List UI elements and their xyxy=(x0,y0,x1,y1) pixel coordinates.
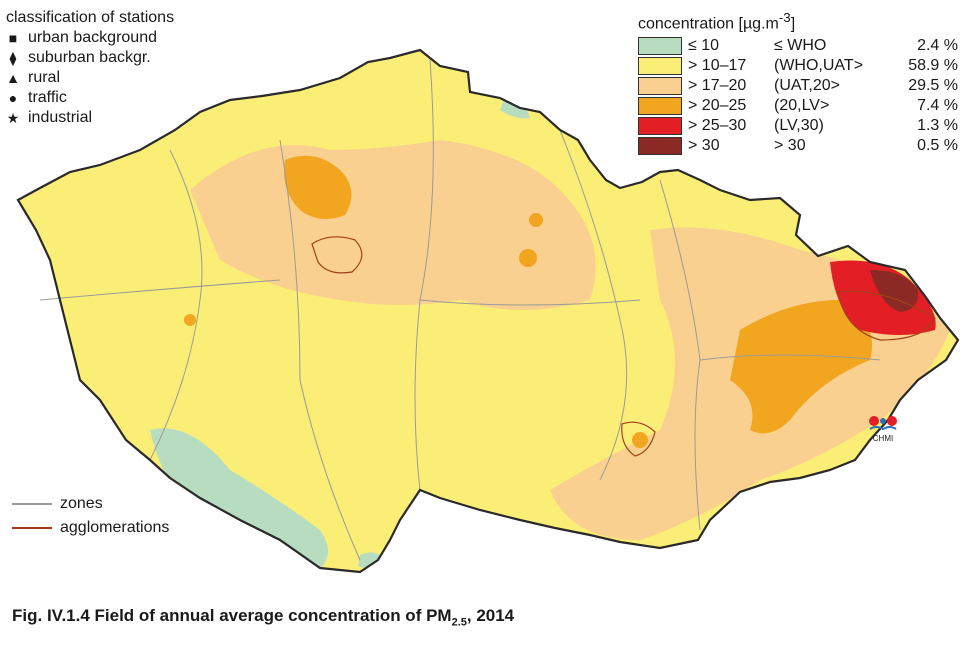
caption-text: Fig. IV.1.4 Field of annual average conc… xyxy=(12,606,452,625)
station-legend-label: traffic xyxy=(28,89,67,106)
star-icon: ★ xyxy=(6,110,20,126)
area-share: 2.4 % xyxy=(917,37,958,55)
chmi-logo-text: CHMI xyxy=(872,434,894,443)
zones-legend-item: zones xyxy=(12,492,169,516)
concentration-range: > 25–30 xyxy=(688,117,747,135)
station-legend-item: ■ urban background xyxy=(6,28,174,48)
limit-class: (20,LV> xyxy=(774,97,830,115)
zones-label: zones xyxy=(60,495,103,512)
color-swatch xyxy=(638,37,682,56)
zones-line-icon xyxy=(12,503,52,505)
caption-suffix: , 2014 xyxy=(466,606,515,625)
color-swatch xyxy=(638,137,682,156)
concentration-class-row: > 10–17 (WHO,UAT> 58.9 % xyxy=(638,56,958,76)
chmi-logo: CHMI xyxy=(866,414,900,443)
concentration-class-row: > 30 > 30 0.5 % xyxy=(638,136,958,156)
station-legend-label: rural xyxy=(28,69,61,86)
concentration-legend-title: concentration [µg.m-3] xyxy=(638,8,958,34)
station-legend-title: classification of stations xyxy=(6,9,175,26)
station-legend-item: ★ industrial xyxy=(6,108,174,128)
color-swatch xyxy=(638,97,682,116)
concentration-range: > 30 xyxy=(688,137,720,155)
area-share: 58.9 % xyxy=(908,57,958,75)
agglomerations-line-icon xyxy=(12,527,52,529)
chmi-logo-icon xyxy=(869,416,897,431)
concentration-title-sup: -3 xyxy=(778,10,791,25)
area-share: 0.5 % xyxy=(917,137,958,155)
concentration-class-row: > 25–30 (LV,30) 1.3 % xyxy=(638,116,958,136)
area-share: 1.3 % xyxy=(917,117,958,135)
station-legend-label: urban background xyxy=(28,29,157,46)
concentration-range: ≤ 10 xyxy=(688,37,720,55)
color-swatch xyxy=(638,77,682,96)
limit-class: (UAT,20> xyxy=(774,77,840,95)
area-share: 7.4 % xyxy=(917,97,958,115)
concentration-class-row: > 17–20 (UAT,20> 29.5 % xyxy=(638,76,958,96)
caption-subscript: 2.5 xyxy=(451,616,467,629)
area-share: 29.5 % xyxy=(908,77,958,95)
concentration-class-row: > 20–25 (20,LV> 7.4 % xyxy=(638,96,958,116)
limit-class: (WHO,UAT> xyxy=(774,57,864,75)
concentration-class-row: ≤ 10 ≤ WHO 2.4 % xyxy=(638,36,958,56)
station-legend-label: suburban backgr. xyxy=(28,49,151,66)
concentration-range: > 17–20 xyxy=(688,77,747,95)
agglomerations-legend-item: agglomerations xyxy=(12,516,169,540)
triangle-icon: ▲ xyxy=(6,70,20,86)
limit-class: (LV,30) xyxy=(774,117,824,135)
limit-class: > 30 xyxy=(774,137,806,155)
line-legend: zones agglomerations xyxy=(12,492,169,540)
figure-caption: Fig. IV.1.4 Field of annual average conc… xyxy=(12,606,514,628)
circle-icon: ● xyxy=(8,90,18,106)
station-legend-item: ● traffic xyxy=(6,88,174,108)
concentration-title-end: ] xyxy=(790,15,796,33)
concentration-legend: concentration [µg.m-3] ≤ 10 ≤ WHO 2.4 % > 1… xyxy=(638,8,958,156)
square-icon: ■ xyxy=(8,30,18,46)
concentration-title-text: concentration [µg.m xyxy=(638,15,779,33)
station-legend-item: ⧫ suburban backgr. xyxy=(6,48,174,68)
station-legend-label: industrial xyxy=(28,109,93,126)
station-legend-item: ▲ rural xyxy=(6,68,174,88)
agglomerations-label: agglomerations xyxy=(60,519,170,536)
color-swatch xyxy=(638,57,682,76)
concentration-range: > 10–17 xyxy=(688,57,747,75)
color-swatch xyxy=(638,117,682,136)
concentration-range: > 20–25 xyxy=(688,97,747,115)
diamond-icon: ⧫ xyxy=(9,50,17,66)
limit-class: ≤ WHO xyxy=(774,37,827,55)
station-classification-legend: classification of stations ■ urban backgr… xyxy=(6,8,174,128)
